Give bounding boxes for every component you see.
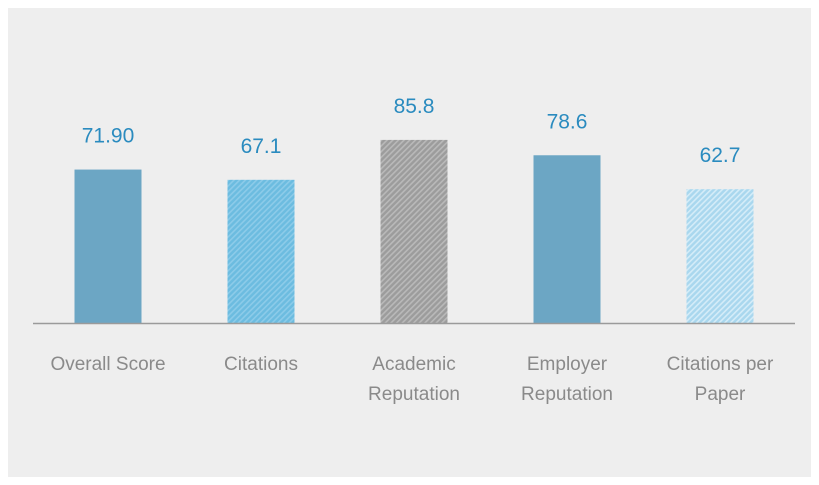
value-label-1: 71.90 <box>82 125 135 148</box>
bar-5 <box>686 189 754 323</box>
bar-3 <box>380 139 448 323</box>
category-label-4: Employer Reputation <box>521 354 613 405</box>
category-label-1: Overall Score <box>50 354 165 375</box>
bars-layer <box>74 139 754 323</box>
category-label-line: Citations per <box>667 354 774 375</box>
bar-4 <box>533 155 601 323</box>
category-label-line: Overall Score <box>50 354 165 375</box>
value-label-5: 62.7 <box>700 144 741 167</box>
category-label-line: Academic <box>372 354 455 375</box>
category-label-line: Paper <box>695 384 746 405</box>
bar-2 <box>227 179 295 323</box>
category-label-line: Reputation <box>521 384 613 405</box>
value-label-2: 67.1 <box>241 135 282 158</box>
bar-1 <box>74 169 142 323</box>
labels-layer: 71.90 Overall Score 67.1 Citations 85.8 Acade… <box>50 95 774 405</box>
category-label-line: Reputation <box>368 384 460 405</box>
category-label-5: Citations per Paper <box>667 354 774 405</box>
category-label-line: Employer <box>527 354 608 375</box>
category-label-line: Citations <box>224 354 298 375</box>
value-label-3: 85.8 <box>394 95 435 118</box>
value-label-4: 78.6 <box>547 110 588 133</box>
category-label-3: Academic Reputation <box>368 354 460 405</box>
category-label-2: Citations <box>224 354 298 375</box>
